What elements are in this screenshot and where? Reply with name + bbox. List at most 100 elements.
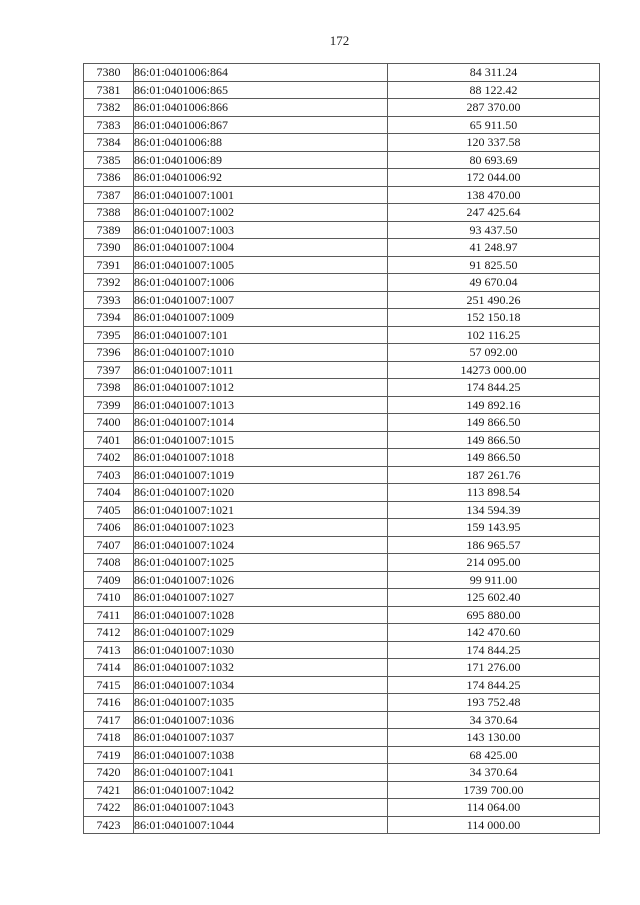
row-number-cell: 7392 bbox=[83, 273, 134, 292]
cadastral-number-cell: 86:01:0401006:865 bbox=[133, 80, 388, 99]
row-number-cell: 7391 bbox=[83, 255, 134, 274]
row-number-cell: 7394 bbox=[83, 308, 134, 327]
row-number-cell: 7390 bbox=[83, 238, 134, 257]
cadastral-number-cell: 86:01:0401007:1032 bbox=[133, 658, 388, 677]
amount-cell: 193 752.48 bbox=[387, 693, 600, 712]
row-number-cell: 7404 bbox=[83, 483, 134, 502]
amount-cell: 187 261.76 bbox=[387, 465, 600, 484]
table-row: 7392 86:01:0401007:1006 49 670.04 bbox=[83, 273, 600, 292]
table-row: 7391 86:01:0401007:1005 91 825.50 bbox=[83, 255, 600, 274]
row-number-cell: 7416 bbox=[83, 693, 134, 712]
cadastral-number-cell: 86:01:0401007:1035 bbox=[133, 693, 388, 712]
row-number-cell: 7386 bbox=[83, 168, 134, 187]
amount-cell: 143 130.00 bbox=[387, 728, 600, 747]
table-row: 7421 86:01:0401007:1042 1739 700.00 bbox=[83, 780, 600, 799]
page-number: 172 bbox=[329, 33, 350, 48]
row-number-cell: 7407 bbox=[83, 535, 134, 554]
table-row: 7418 86:01:0401007:1037 143 130.00 bbox=[83, 728, 600, 747]
table-row: 7393 86:01:0401007:1007 251 490.26 bbox=[83, 290, 600, 309]
table-row: 7382 86:01:0401006:866 287 370.00 bbox=[83, 98, 600, 117]
table-row: 7395 86:01:0401007:101 102 116.25 bbox=[83, 325, 600, 344]
cadastral-number-cell: 86:01:0401007:1001 bbox=[133, 185, 388, 204]
table-row: 7415 86:01:0401007:1034 174 844.25 bbox=[83, 675, 600, 694]
cadastral-number-cell: 86:01:0401007:1020 bbox=[133, 483, 388, 502]
amount-cell: 134 594.39 bbox=[387, 500, 600, 519]
row-number-cell: 7398 bbox=[83, 378, 134, 397]
row-number-cell: 7389 bbox=[83, 220, 134, 239]
table-row: 7406 86:01:0401007:1023 159 143.95 bbox=[83, 518, 600, 537]
amount-cell: 251 490.26 bbox=[387, 290, 600, 309]
amount-cell: 186 965.57 bbox=[387, 535, 600, 554]
row-number-cell: 7406 bbox=[83, 518, 134, 537]
amount-cell: 93 437.50 bbox=[387, 220, 600, 239]
amount-cell: 149 866.50 bbox=[387, 413, 600, 432]
table-row: 7412 86:01:0401007:1029 142 470.60 bbox=[83, 623, 600, 642]
table-row: 7405 86:01:0401007:1021 134 594.39 bbox=[83, 500, 600, 519]
row-number-cell: 7419 bbox=[83, 745, 134, 764]
row-number-cell: 7418 bbox=[83, 728, 134, 747]
table-row: 7396 86:01:0401007:1010 57 092.00 bbox=[83, 343, 600, 362]
cadastral-number-cell: 86:01:0401007:1021 bbox=[133, 500, 388, 519]
amount-cell: 174 844.25 bbox=[387, 640, 600, 659]
row-number-cell: 7402 bbox=[83, 448, 134, 467]
row-number-cell: 7381 bbox=[83, 80, 134, 99]
cadastral-number-cell: 86:01:0401007:1028 bbox=[133, 605, 388, 624]
table-row: 7419 86:01:0401007:1038 68 425.00 bbox=[83, 745, 600, 764]
table-row: 7407 86:01:0401007:1024 186 965.57 bbox=[83, 535, 600, 554]
table-row: 7381 86:01:0401006:865 88 122.42 bbox=[83, 80, 600, 99]
row-number-cell: 7399 bbox=[83, 395, 134, 414]
cadastral-number-cell: 86:01:0401007:1025 bbox=[133, 553, 388, 572]
table-row: 7380 86:01:0401006:864 84 311.24 bbox=[83, 63, 600, 82]
table-row: 7403 86:01:0401007:1019 187 261.76 bbox=[83, 465, 600, 484]
table-row: 7383 86:01:0401006:867 65 911.50 bbox=[83, 115, 600, 134]
amount-cell: 1739 700.00 bbox=[387, 780, 600, 799]
amount-cell: 214 095.00 bbox=[387, 553, 600, 572]
cadastral-number-cell: 86:01:0401007:1029 bbox=[133, 623, 388, 642]
table-row: 7417 86:01:0401007:1036 34 370.64 bbox=[83, 710, 600, 729]
row-number-cell: 7409 bbox=[83, 570, 134, 589]
cadastral-number-cell: 86:01:0401007:1003 bbox=[133, 220, 388, 239]
row-number-cell: 7414 bbox=[83, 658, 134, 677]
amount-cell: 125 602.40 bbox=[387, 588, 600, 607]
cadastral-number-cell: 86:01:0401007:1038 bbox=[133, 745, 388, 764]
table-row: 7409 86:01:0401007:1026 99 911.00 bbox=[83, 570, 600, 589]
cadastral-number-cell: 86:01:0401007:1037 bbox=[133, 728, 388, 747]
table-row: 7414 86:01:0401007:1032 171 276.00 bbox=[83, 658, 600, 677]
amount-cell: 138 470.00 bbox=[387, 185, 600, 204]
amount-cell: 91 825.50 bbox=[387, 255, 600, 274]
amount-cell: 34 370.64 bbox=[387, 710, 600, 729]
row-number-cell: 7382 bbox=[83, 98, 134, 117]
cadastral-number-cell: 86:01:0401006:88 bbox=[133, 133, 388, 152]
row-number-cell: 7388 bbox=[83, 203, 134, 222]
amount-cell: 68 425.00 bbox=[387, 745, 600, 764]
table-row: 7404 86:01:0401007:1020 113 898.54 bbox=[83, 483, 600, 502]
row-number-cell: 7415 bbox=[83, 675, 134, 694]
table-row: 7420 86:01:0401007:1041 34 370.64 bbox=[83, 763, 600, 782]
table-row: 7398 86:01:0401007:1012 174 844.25 bbox=[83, 378, 600, 397]
amount-cell: 114 064.00 bbox=[387, 798, 600, 817]
table-row: 7401 86:01:0401007:1015 149 866.50 bbox=[83, 430, 600, 449]
amount-cell: 149 892.16 bbox=[387, 395, 600, 414]
cadastral-number-cell: 86:01:0401007:1011 bbox=[133, 360, 388, 379]
row-number-cell: 7410 bbox=[83, 588, 134, 607]
table-row: 7390 86:01:0401007:1004 41 248.97 bbox=[83, 238, 600, 257]
table-row: 7423 86:01:0401007:1044 114 000.00 bbox=[83, 815, 600, 834]
table-row: 7387 86:01:0401007:1001 138 470.00 bbox=[83, 185, 600, 204]
cadastral-number-cell: 86:01:0401007:1009 bbox=[133, 308, 388, 327]
row-number-cell: 7397 bbox=[83, 360, 134, 379]
cadastral-number-cell: 86:01:0401007:1030 bbox=[133, 640, 388, 659]
amount-cell: 152 150.18 bbox=[387, 308, 600, 327]
row-number-cell: 7421 bbox=[83, 780, 134, 799]
row-number-cell: 7400 bbox=[83, 413, 134, 432]
row-number-cell: 7423 bbox=[83, 815, 134, 834]
data-table: 7380 86:01:0401006:864 84 311.24 7381 86… bbox=[83, 63, 600, 834]
table-row: 7385 86:01:0401006:89 80 693.69 bbox=[83, 150, 600, 169]
table-row: 7413 86:01:0401007:1030 174 844.25 bbox=[83, 640, 600, 659]
cadastral-number-cell: 86:01:0401007:1013 bbox=[133, 395, 388, 414]
table-row: 7408 86:01:0401007:1025 214 095.00 bbox=[83, 553, 600, 572]
cadastral-number-cell: 86:01:0401007:1010 bbox=[133, 343, 388, 362]
cadastral-number-cell: 86:01:0401007:1034 bbox=[133, 675, 388, 694]
amount-cell: 41 248.97 bbox=[387, 238, 600, 257]
row-number-cell: 7393 bbox=[83, 290, 134, 309]
amount-cell: 99 911.00 bbox=[387, 570, 600, 589]
